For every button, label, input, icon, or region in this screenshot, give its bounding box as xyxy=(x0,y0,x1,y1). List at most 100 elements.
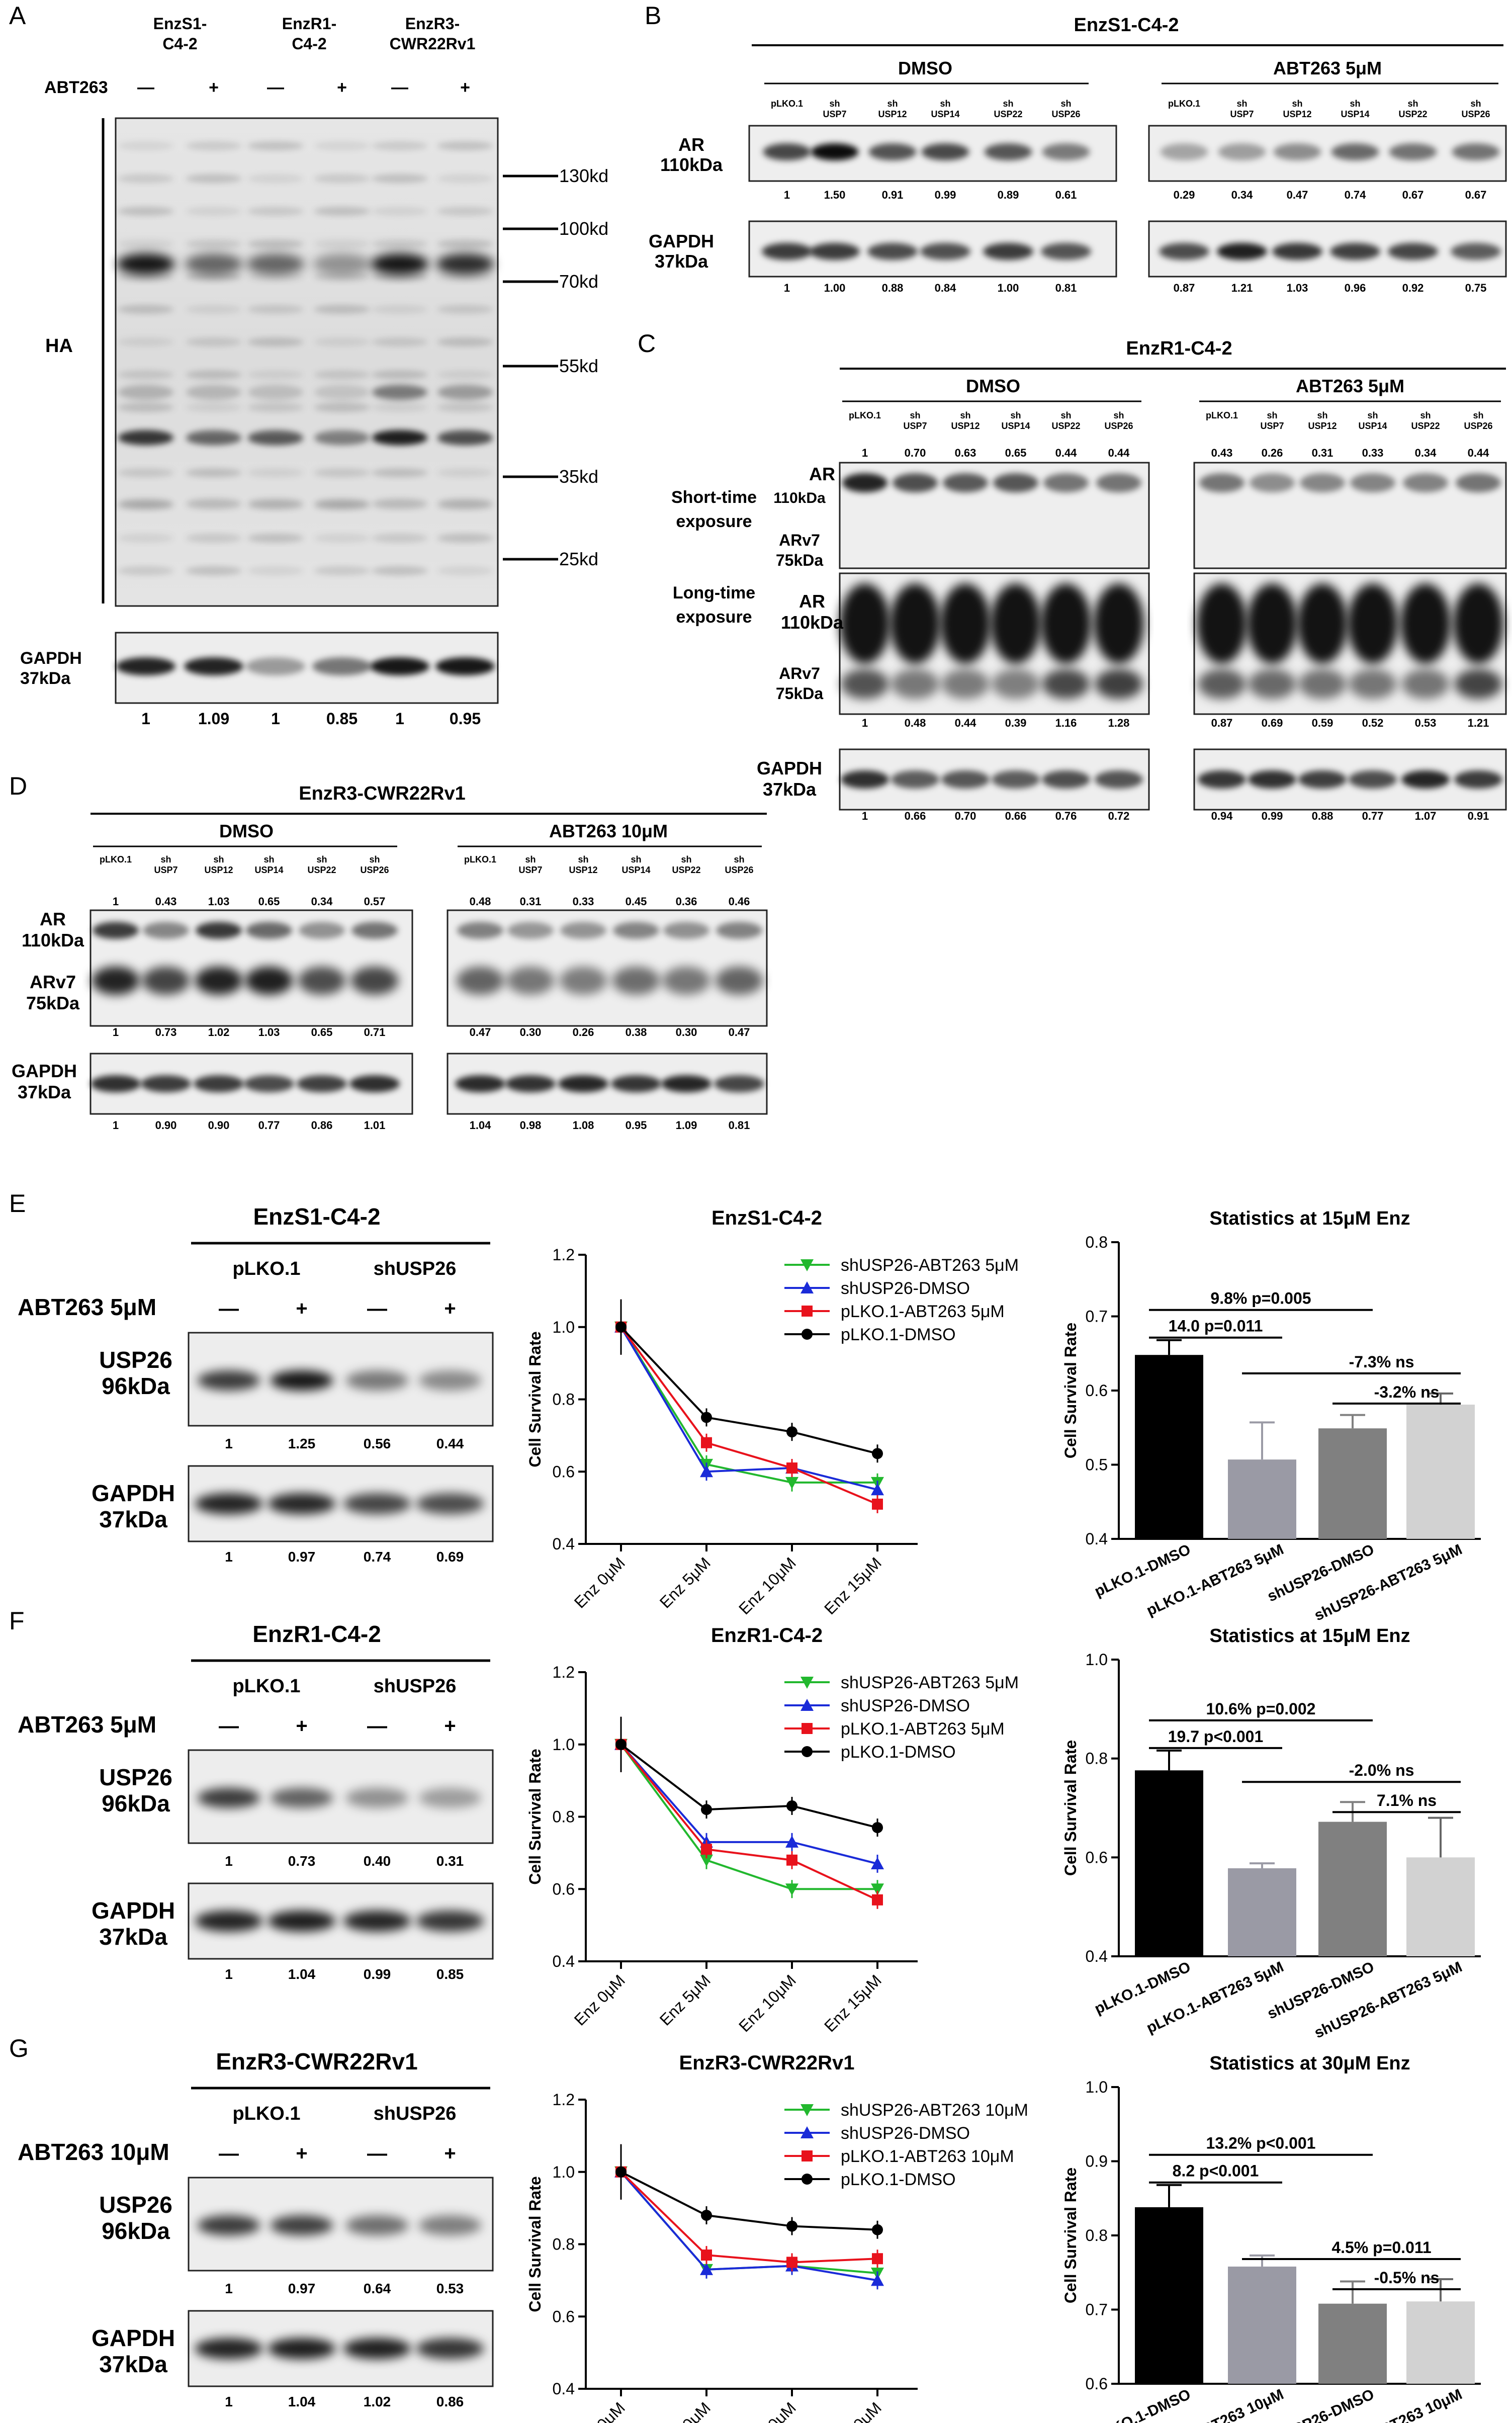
band-gapdh xyxy=(416,2338,484,2359)
bar xyxy=(1318,1822,1387,1956)
y-tick-label: 0.6 xyxy=(1086,2375,1108,2393)
panel-letter: F xyxy=(9,1607,25,1635)
quant-value: 0.77 xyxy=(1362,810,1384,822)
band-arv7 xyxy=(195,967,243,995)
band-ar xyxy=(1300,473,1345,492)
band-gapdh xyxy=(195,1493,263,1514)
group-label: shUSP26 xyxy=(374,2103,457,2124)
treatment-sign: — xyxy=(391,78,408,97)
quant-value: 1 xyxy=(784,282,790,294)
legend-label: shUSP26-DMSO xyxy=(841,1279,970,1298)
quant-value: 1 xyxy=(784,189,790,201)
treatment-sign: — xyxy=(137,78,154,97)
quant-value: 1.09 xyxy=(676,1119,697,1132)
legend-label: pLKO.1-ABT263 5μM xyxy=(841,1302,1005,1321)
lane-label: sh USP14 xyxy=(254,854,283,875)
group-label: pLKO.1 xyxy=(232,1258,300,1279)
band-arv7 xyxy=(662,967,710,995)
group-label: EnzS1-C4-2 xyxy=(153,15,207,53)
lane-label: sh USP7 xyxy=(1260,410,1284,431)
smear-band xyxy=(118,141,174,150)
panel-letter: C xyxy=(638,329,656,358)
quant-value: 1 xyxy=(862,717,868,729)
lane-label: sh USP22 xyxy=(672,854,700,875)
band-ar-long xyxy=(991,583,1041,664)
smear-band xyxy=(247,272,304,281)
smear-band xyxy=(118,337,174,347)
smear-band xyxy=(314,337,370,347)
band-ar-long xyxy=(840,583,890,664)
quant-value: 0.75 xyxy=(1465,282,1487,294)
treatment-sign: + xyxy=(296,2142,307,2165)
smear-band xyxy=(186,370,242,379)
bar-chart-title: Statistics at 15μM Enz xyxy=(1209,1208,1410,1229)
band-gapdh xyxy=(714,1075,764,1092)
smear-band xyxy=(118,272,174,281)
blot-ha xyxy=(115,117,499,607)
ar-label-d: AR 110kDa xyxy=(22,909,84,950)
bar xyxy=(1318,1428,1387,1539)
lane-label: pLKO.1 xyxy=(1206,410,1238,420)
quant-value: 0.99 xyxy=(364,1966,391,1982)
quant-value: 1.09 xyxy=(198,710,229,728)
quant-value: 1.16 xyxy=(1055,717,1077,729)
band-arv7 xyxy=(456,967,504,995)
lane-label: sh USP14 xyxy=(1341,99,1369,119)
quant-value: 0.59 xyxy=(1312,717,1333,729)
band-usp26 xyxy=(345,2215,409,2235)
band-gapdh xyxy=(810,243,860,260)
bar-category-label: shUSP26-ABT263 5μM xyxy=(1312,1958,1465,2041)
x-tick-label: Enz 15μM xyxy=(821,1553,885,1618)
band-gapdh-a xyxy=(246,657,305,675)
band-ar-long xyxy=(1094,583,1144,664)
y-axis-label: Cell Survival Rate xyxy=(1061,1323,1080,1458)
quant-value: 0.34 xyxy=(1415,447,1437,459)
ar-label-b: AR 110kDa xyxy=(660,134,723,175)
data-point xyxy=(615,1739,627,1750)
band-usp26 xyxy=(418,2215,482,2235)
band-40kd xyxy=(314,430,370,445)
quant-value: 0.34 xyxy=(1231,189,1254,201)
quant-value: 0.44 xyxy=(1468,447,1490,459)
smear-band xyxy=(314,468,370,477)
series-line xyxy=(620,1744,878,1865)
band-70kd xyxy=(371,253,429,275)
quant-value: 1.04 xyxy=(288,2394,316,2409)
y-axis-label: Cell Survival Rate xyxy=(526,2176,544,2312)
data-point xyxy=(802,1746,813,1757)
series-line xyxy=(620,1744,877,1890)
gapdh-label-b: GAPDH 37kDa xyxy=(649,231,714,272)
band-arv7 xyxy=(142,967,190,995)
smear-band xyxy=(247,534,304,543)
quant-value: 0.70 xyxy=(905,447,926,459)
smear-band xyxy=(118,305,174,314)
group-label: EnzR3-CWR22Rv1 xyxy=(390,15,476,53)
band-ar xyxy=(842,473,887,492)
quant-value: 0.71 xyxy=(364,1026,386,1039)
quant-value: 0.66 xyxy=(905,810,926,822)
y-tick-label: 0.5 xyxy=(1086,1456,1108,1474)
band-ar-long xyxy=(1197,583,1247,664)
lane-label: sh USP14 xyxy=(931,99,959,119)
band-arv7 xyxy=(715,967,763,995)
quant-value: 1.02 xyxy=(364,2394,391,2409)
smear-band xyxy=(314,403,370,412)
band-gapdh xyxy=(195,2338,263,2359)
abt-label: ABT263 5μM xyxy=(1273,58,1382,78)
ladder-label: 35kd xyxy=(559,466,598,487)
treatment-sign: — xyxy=(219,2142,239,2165)
band-gapdh xyxy=(141,1075,191,1092)
smear-band xyxy=(186,141,242,150)
quant-value: 0.70 xyxy=(955,810,976,822)
lane-label: sh USP7 xyxy=(154,854,177,875)
dmso-label: DMSO xyxy=(898,58,952,78)
smear-band xyxy=(118,403,174,412)
band-gapdh xyxy=(1349,770,1397,789)
sig-label: 9.8% p=0.005 xyxy=(1210,1289,1311,1308)
band-ar xyxy=(1273,143,1321,160)
band-usp26 xyxy=(197,1370,260,1391)
treatment-sign: — xyxy=(367,1715,387,1737)
panel-letter: E xyxy=(9,1189,26,1218)
data-point xyxy=(802,2150,813,2161)
data-point xyxy=(786,1426,797,1438)
